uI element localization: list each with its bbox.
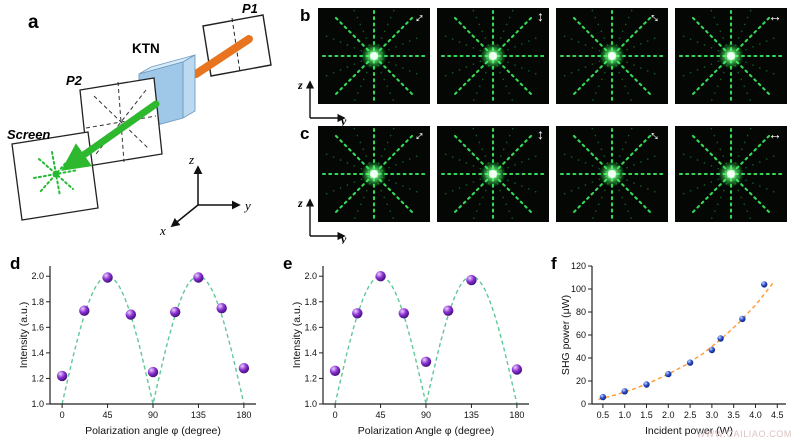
svg-text:120: 120 [571, 261, 586, 271]
panel-f-label: f [551, 254, 557, 273]
svg-text:1.4: 1.4 [31, 348, 44, 358]
pattern-image-b3: ↔ [556, 8, 668, 104]
svg-text:135: 135 [464, 410, 479, 420]
pattern-image-c4: ↔ [675, 126, 787, 222]
pattern-image-b4: ↔ [675, 8, 787, 104]
svg-text:2.0: 2.0 [662, 410, 675, 420]
svg-text:45: 45 [376, 410, 386, 420]
svg-text:0: 0 [333, 410, 338, 420]
svg-text:80: 80 [576, 307, 586, 317]
svg-text:2.5: 2.5 [684, 410, 697, 420]
panel-d-label: d [10, 254, 21, 273]
watermark: WWW.CAILIAO.COM [696, 429, 792, 439]
svg-text:45: 45 [103, 410, 113, 420]
screen-label: Screen [7, 127, 50, 142]
chart-d-plot: 0 45 90 135 180 1.0 1.2 1.4 1.6 1.8 2.0 Polarizatio… [18, 266, 256, 437]
pattern-image-c3: ↔ [556, 126, 668, 222]
chart-e: 0 45 90 135 180 1.0 1.2 1.4 1.6 1.8 2.0 Polarizatio… [289, 260, 539, 442]
polarization-arrow-icon: ↔ [768, 126, 782, 142]
chart-e-plot: 0 45 90 135 180 1.0 1.2 1.4 1.6 1.8 2.0 Polarizatio… [291, 266, 529, 437]
svg-text:40: 40 [576, 353, 586, 363]
svg-text:4.0: 4.0 [749, 410, 762, 420]
axis-y-label: y [243, 198, 251, 213]
fundamental-beam [192, 35, 253, 78]
svg-text:0: 0 [60, 410, 65, 420]
svg-text:60: 60 [576, 330, 586, 340]
polarization-arrow-icon: ↔ [768, 8, 782, 24]
diffraction-pattern [437, 126, 549, 222]
svg-text:100: 100 [571, 284, 586, 294]
coordinate-axes [170, 165, 241, 228]
axis-z-label: z [188, 152, 194, 167]
svg-text:Polarization angle φ (degree): Polarization angle φ (degree) [85, 425, 221, 437]
svg-text:180: 180 [509, 410, 524, 420]
pattern-image-c1: ↔ [318, 126, 430, 222]
svg-text:1.6: 1.6 [304, 322, 317, 332]
svg-text:2.0: 2.0 [31, 271, 44, 281]
svg-text:Intensity (a.u.): Intensity (a.u.) [18, 302, 30, 369]
p2-dashed-star [85, 81, 157, 163]
svg-text:1.6: 1.6 [31, 322, 44, 332]
axis-z-label: z [298, 78, 303, 92]
svg-text:0.5: 0.5 [597, 410, 610, 420]
svg-text:1.8: 1.8 [304, 297, 317, 307]
polarization-arrow-icon: ↕ [537, 8, 544, 24]
svg-text:Incident power (W): Incident power (W) [645, 425, 733, 437]
pattern-image-b2: ↕ [437, 8, 549, 104]
screen-star-center [52, 170, 60, 178]
polarization-arrow-icon: ↕ [537, 126, 544, 142]
svg-text:1.0: 1.0 [304, 399, 317, 409]
chart-f-plot: 0.5 1.0 1.5 2.0 2.5 3.0 3.5 4.0 4.5 0 20 40 60 80 100 1… [560, 261, 786, 437]
p1-axis-dashed-line [231, 17, 241, 73]
svg-text:1.8: 1.8 [31, 297, 44, 307]
axis-z-label: z [298, 196, 303, 210]
p1-label: P1 [242, 2, 258, 16]
svg-text:SHG power (μW): SHG power (μW) [560, 295, 572, 375]
svg-text:1.5: 1.5 [640, 410, 653, 420]
svg-text:1.0: 1.0 [31, 399, 44, 409]
svg-text:3.5: 3.5 [727, 410, 740, 420]
chart-d: 0 45 90 135 180 1.0 1.2 1.4 1.6 1.8 2.0 Polarizatio… [16, 260, 266, 442]
svg-text:4.5: 4.5 [771, 410, 784, 420]
svg-text:1.2: 1.2 [31, 373, 44, 383]
svg-text:3.0: 3.0 [706, 410, 719, 420]
pattern-image-b1: ↔ [318, 8, 430, 104]
svg-text:1.2: 1.2 [304, 373, 317, 383]
ktn-label: KTN [132, 41, 160, 56]
chart-f: 0.5 1.0 1.5 2.0 2.5 3.0 3.5 4.0 4.5 0 20 40 60 80 100 1… [558, 260, 796, 442]
svg-text:90: 90 [148, 410, 158, 420]
svg-text:180: 180 [236, 410, 251, 420]
panel-c-label: c [300, 124, 310, 143]
svg-text:1.0: 1.0 [618, 410, 631, 420]
pattern-image-c2: ↕ [437, 126, 549, 222]
svg-text:135: 135 [191, 410, 206, 420]
panel-b-label: b [300, 6, 311, 25]
axis-y-label: y [339, 114, 347, 126]
svg-text:0: 0 [581, 399, 586, 409]
p2-label: P2 [66, 73, 83, 88]
panel-a-label: a [28, 12, 39, 33]
pattern-axes-c: z y [298, 196, 347, 244]
setup-schematic: a P1 KTN P2 Screen [7, 2, 272, 238]
axis-y-label: y [339, 232, 347, 244]
svg-text:90: 90 [421, 410, 431, 420]
svg-text:Intensity (a.u.): Intensity (a.u.) [291, 302, 303, 369]
diffraction-pattern [437, 8, 549, 104]
shg-beam [61, 100, 160, 171]
svg-text:1.4: 1.4 [304, 348, 317, 358]
panel-e-label: e [283, 254, 293, 273]
svg-text:20: 20 [576, 376, 586, 386]
svg-text:2.0: 2.0 [304, 271, 317, 281]
axis-x-label: x [159, 223, 166, 238]
pattern-axes-b: z y [298, 78, 347, 126]
svg-text:Polarization Angle φ (degree): Polarization Angle φ (degree) [358, 425, 494, 437]
